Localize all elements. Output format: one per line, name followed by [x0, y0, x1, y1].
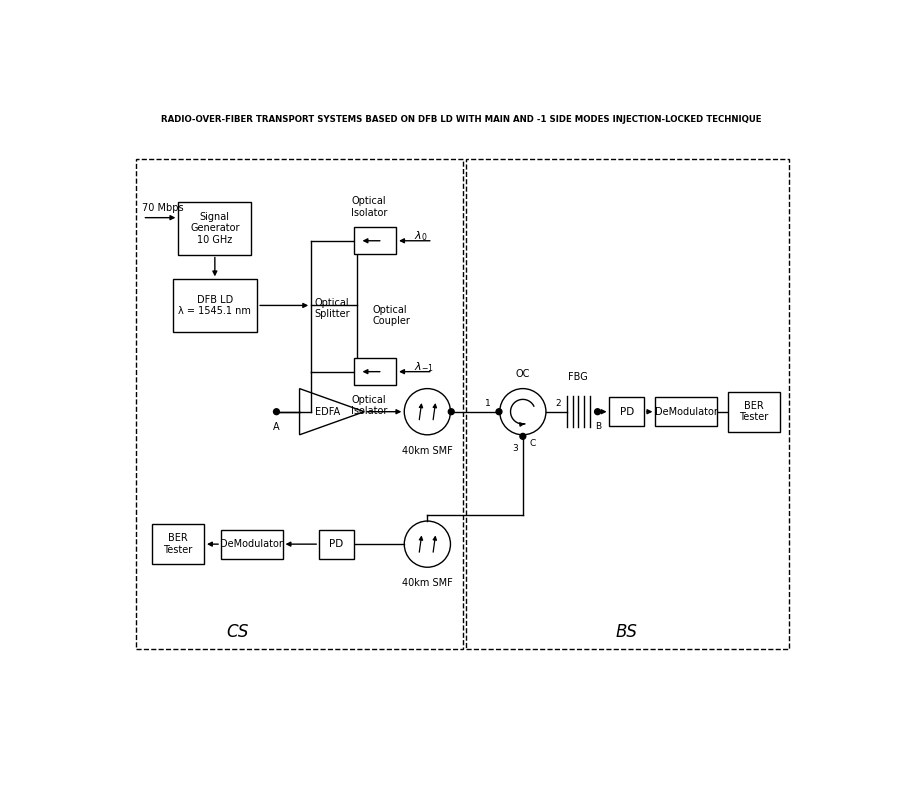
Text: BER
Tester: BER Tester	[739, 401, 769, 422]
Circle shape	[496, 409, 502, 414]
FancyBboxPatch shape	[354, 358, 396, 385]
Text: $\lambda_{-1}$: $\lambda_{-1}$	[413, 360, 433, 374]
Circle shape	[448, 409, 454, 414]
Text: B: B	[595, 422, 601, 431]
FancyBboxPatch shape	[136, 159, 463, 649]
Circle shape	[520, 434, 526, 439]
Text: PD: PD	[620, 406, 634, 417]
Text: Optical
Splitter: Optical Splitter	[314, 298, 350, 319]
Text: Optical
Coupler: Optical Coupler	[373, 305, 410, 326]
Text: 2: 2	[555, 399, 561, 409]
Text: BS: BS	[616, 623, 638, 641]
Text: FBG: FBG	[569, 373, 589, 382]
Text: CS: CS	[227, 623, 249, 641]
Text: EDFA: EDFA	[316, 406, 340, 417]
FancyBboxPatch shape	[173, 279, 257, 332]
FancyBboxPatch shape	[655, 397, 717, 426]
FancyBboxPatch shape	[152, 524, 204, 564]
Text: DeModulator: DeModulator	[220, 539, 284, 549]
Text: PD: PD	[329, 539, 344, 549]
Text: A: A	[273, 422, 280, 433]
FancyBboxPatch shape	[354, 227, 396, 254]
Text: 3: 3	[512, 444, 518, 453]
Circle shape	[274, 409, 279, 414]
FancyBboxPatch shape	[178, 202, 251, 254]
Text: 70 Mbps: 70 Mbps	[142, 202, 184, 213]
Text: Signal
Generator
10 GHz: Signal Generator 10 GHz	[190, 212, 239, 245]
Text: 40km SMF: 40km SMF	[402, 446, 453, 455]
Text: DeModulator: DeModulator	[654, 406, 717, 417]
FancyBboxPatch shape	[609, 397, 644, 426]
Text: RADIO-OVER-FIBER TRANSPORT SYSTEMS BASED ON DFB LD WITH MAIN AND -1 SIDE MODES I: RADIO-OVER-FIBER TRANSPORT SYSTEMS BASED…	[161, 114, 761, 123]
FancyBboxPatch shape	[221, 530, 283, 558]
Text: DFB LD
λ = 1545.1 nm: DFB LD λ = 1545.1 nm	[178, 294, 251, 316]
Text: Optical
Isolator: Optical Isolator	[351, 394, 387, 416]
Text: C: C	[529, 439, 535, 449]
Text: $\lambda_0$: $\lambda_0$	[413, 230, 427, 243]
Text: 40km SMF: 40km SMF	[402, 578, 453, 588]
Text: Optical
Isolator: Optical Isolator	[351, 196, 387, 218]
FancyBboxPatch shape	[466, 159, 788, 649]
Text: BER
Tester: BER Tester	[163, 534, 193, 555]
FancyBboxPatch shape	[728, 392, 780, 432]
Circle shape	[595, 409, 600, 414]
FancyBboxPatch shape	[320, 530, 354, 558]
Text: 1: 1	[485, 399, 490, 409]
Text: OC: OC	[516, 370, 530, 379]
